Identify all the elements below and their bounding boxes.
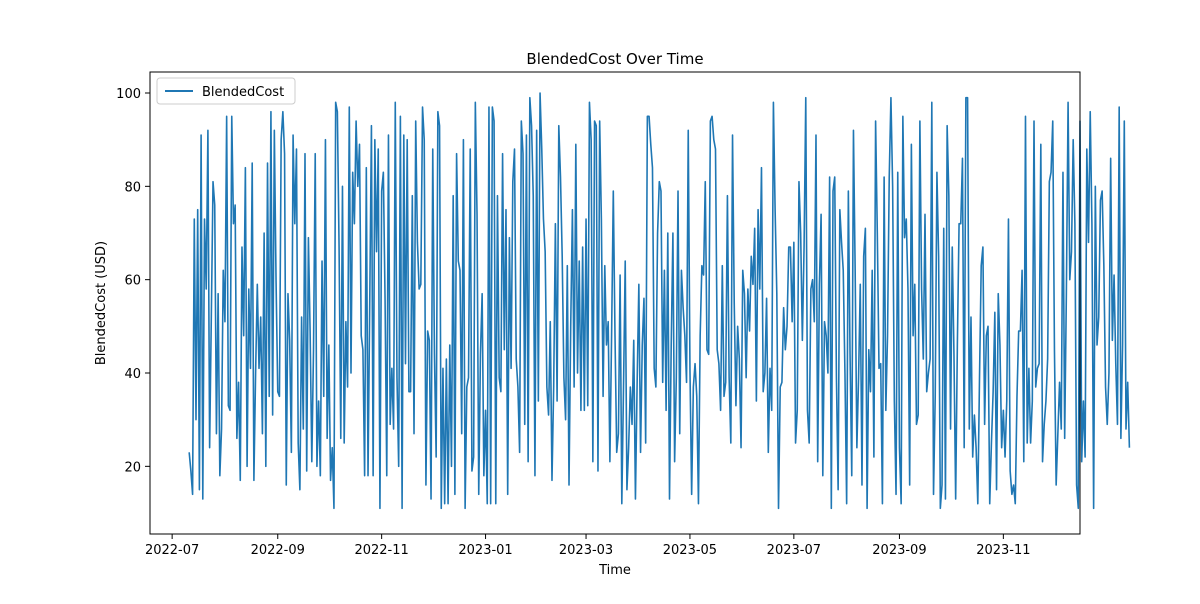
series-line-blendedcost — [188, 92, 1131, 510]
x-tick-label: 2023-05 — [663, 543, 717, 558]
x-tick-label: 2023-09 — [872, 543, 926, 558]
x-axis: 2022-07 2022-09 2022-11 2023-01 2023-03 2023-… — [145, 534, 1031, 558]
x-tick-label: 2023-01 — [458, 543, 512, 558]
chart-title: BlendedCost Over Time — [526, 50, 703, 68]
x-tick-label: 2022-09 — [251, 543, 305, 558]
legend-box — [156, 77, 296, 105]
y-axis-label: BlendedCost (USD) — [94, 241, 109, 365]
x-tick-label: 2022-11 — [354, 543, 408, 558]
x-tick-label: 2022-07 — [145, 543, 199, 558]
x-tick-label: 2023-11 — [976, 543, 1030, 558]
x-tick-label: 2023-07 — [767, 543, 821, 558]
x-axis-label: Time — [598, 563, 631, 578]
axes-frame — [149, 71, 1081, 535]
y-axis: 20 40 60 80 100 — [116, 87, 150, 475]
y-tick-label: 80 — [124, 180, 141, 195]
legend-label: BlendedCost — [202, 85, 284, 100]
y-tick-label: 100 — [116, 87, 141, 102]
x-tick-label: 2023-03 — [559, 543, 613, 558]
y-tick-label: 20 — [124, 460, 141, 475]
y-tick-label: 40 — [124, 367, 141, 382]
y-tick-label: 60 — [124, 274, 141, 289]
legend: BlendedCost — [156, 77, 296, 105]
plot-area — [149, 71, 1131, 535]
